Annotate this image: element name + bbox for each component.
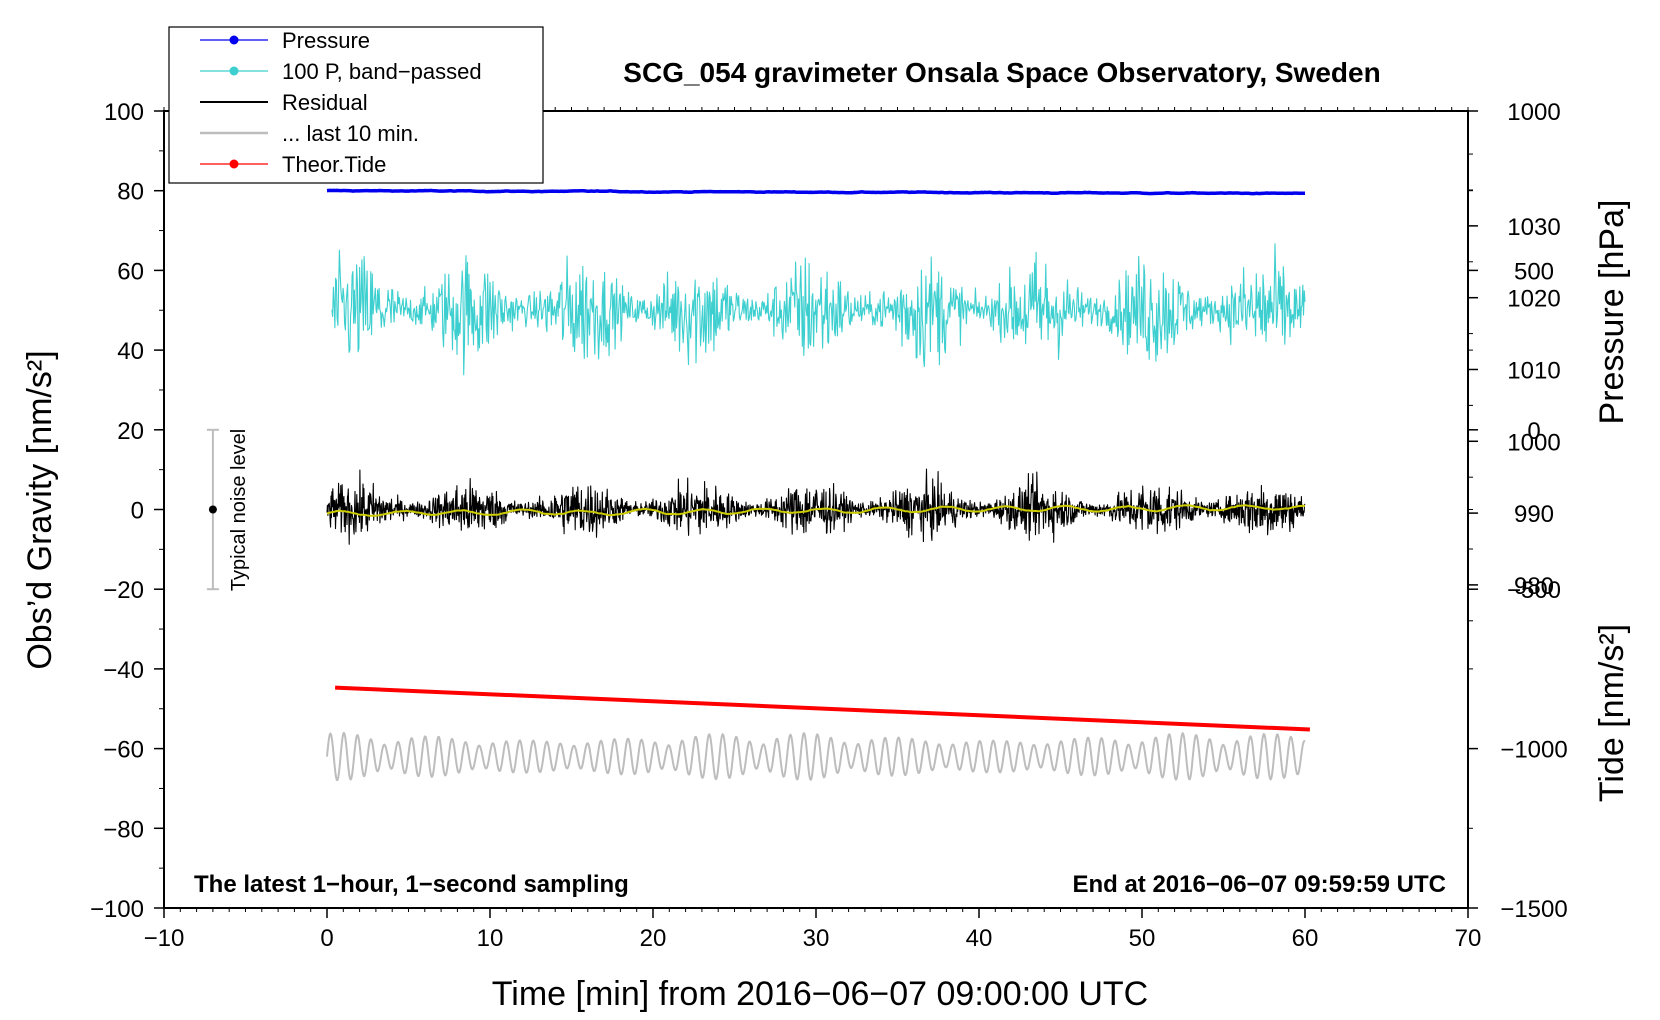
y-tick-label-5: 0 — [131, 498, 144, 525]
x-tick-label-3: 20 — [640, 925, 667, 952]
y-tick-label-6: −20 — [103, 577, 144, 604]
pressure-tick-label-5: 980 — [1514, 573, 1554, 600]
y-tick-label-8: −60 — [103, 737, 144, 764]
y-tick-label-7: −40 — [103, 657, 144, 684]
chart-title: SCG_054 gravimeter Onsala Space Observat… — [623, 57, 1380, 88]
y-axis-title-left: Obs’d Gravity [nm/s²] — [21, 350, 59, 669]
x-tick-label-5: 40 — [966, 925, 993, 952]
x-tick-label-6: 50 — [1129, 925, 1156, 952]
ticks-layer: −10 0 10 20 30 40 50 60 70100806040200−20−40−60−… — [90, 99, 1568, 952]
noise-level-marker — [206, 428, 219, 591]
pressure-tick-label-2: 1010 — [1507, 357, 1560, 384]
x-axis-title: Time [min] from 2016−06−07 09:00:00 UTC — [492, 975, 1148, 1013]
pressure-tick-label-0: 1030 — [1507, 214, 1560, 241]
legend-label-theor-tide: Theor.Tide — [282, 152, 386, 177]
tide-tick-label-3: −500 — [1507, 577, 1561, 604]
tide-tick-label-5: −1500 — [1500, 896, 1567, 923]
x-tick-label-2: 10 — [477, 925, 504, 952]
legend-label-band-passed: 100 P, band−passed — [282, 59, 482, 84]
y-tick-label-0: 100 — [104, 99, 144, 126]
pressure-tick-label-1: 1020 — [1507, 286, 1560, 313]
y-tick-label-3: 40 — [117, 338, 144, 365]
annotation-sampling: The latest 1−hour, 1−second sampling — [194, 871, 629, 898]
tide-tick-label-4: −1000 — [1500, 737, 1567, 764]
series-line-1 — [331, 243, 1306, 376]
legend-dot-0 — [229, 35, 239, 45]
legend-label-pressure: Pressure — [282, 28, 370, 53]
series-line-2 — [326, 468, 1306, 545]
series-line-5 — [335, 685, 1310, 732]
x-tick-label-8: 70 — [1455, 925, 1482, 952]
series-line-0 — [326, 188, 1306, 196]
series-line-3 — [326, 504, 1306, 517]
annotation-end-time: End at 2016−06−07 09:59:59 UTC — [1072, 871, 1446, 898]
y-axis-title-pressure: Pressure [hPa] — [1593, 200, 1631, 425]
legend-box — [168, 26, 544, 184]
legend-label-last-10-min: ... last 10 min. — [282, 121, 419, 146]
y-tick-label-1: 80 — [117, 179, 144, 206]
y-tick-label-2: 60 — [117, 258, 144, 285]
pressure-tick-label-4: 990 — [1514, 501, 1554, 528]
tide-tick-label-1: 500 — [1514, 258, 1554, 285]
tide-tick-label-2: 0 — [1527, 418, 1540, 445]
noise-level-label: Typical noise level — [228, 429, 250, 591]
legend-dot-1 — [229, 66, 239, 76]
y-tick-label-10: −100 — [90, 896, 144, 923]
y-axis-title-tide: Tide [nm/s²] — [1593, 624, 1631, 802]
x-tick-label-1: 0 — [320, 925, 333, 952]
x-tick-label-4: 30 — [803, 925, 830, 952]
series-line-4 — [326, 731, 1306, 782]
pressure-tick-label-3: 1000 — [1507, 429, 1560, 456]
noise-level-dot — [208, 505, 217, 514]
tide-tick-label-0: 1000 — [1507, 99, 1560, 126]
legend-dot-4 — [229, 159, 239, 169]
x-tick-label-0: −10 — [144, 925, 185, 952]
legend-label-residual: Residual — [282, 90, 368, 115]
y-tick-label-4: 20 — [117, 418, 144, 445]
x-tick-label-7: 60 — [1292, 925, 1319, 952]
y-tick-label-9: −80 — [103, 816, 144, 843]
legend: Pressure 100 P, band−passed Residual ...… — [168, 26, 544, 184]
series-layer — [326, 188, 1310, 782]
legend-symbols — [200, 35, 268, 169]
